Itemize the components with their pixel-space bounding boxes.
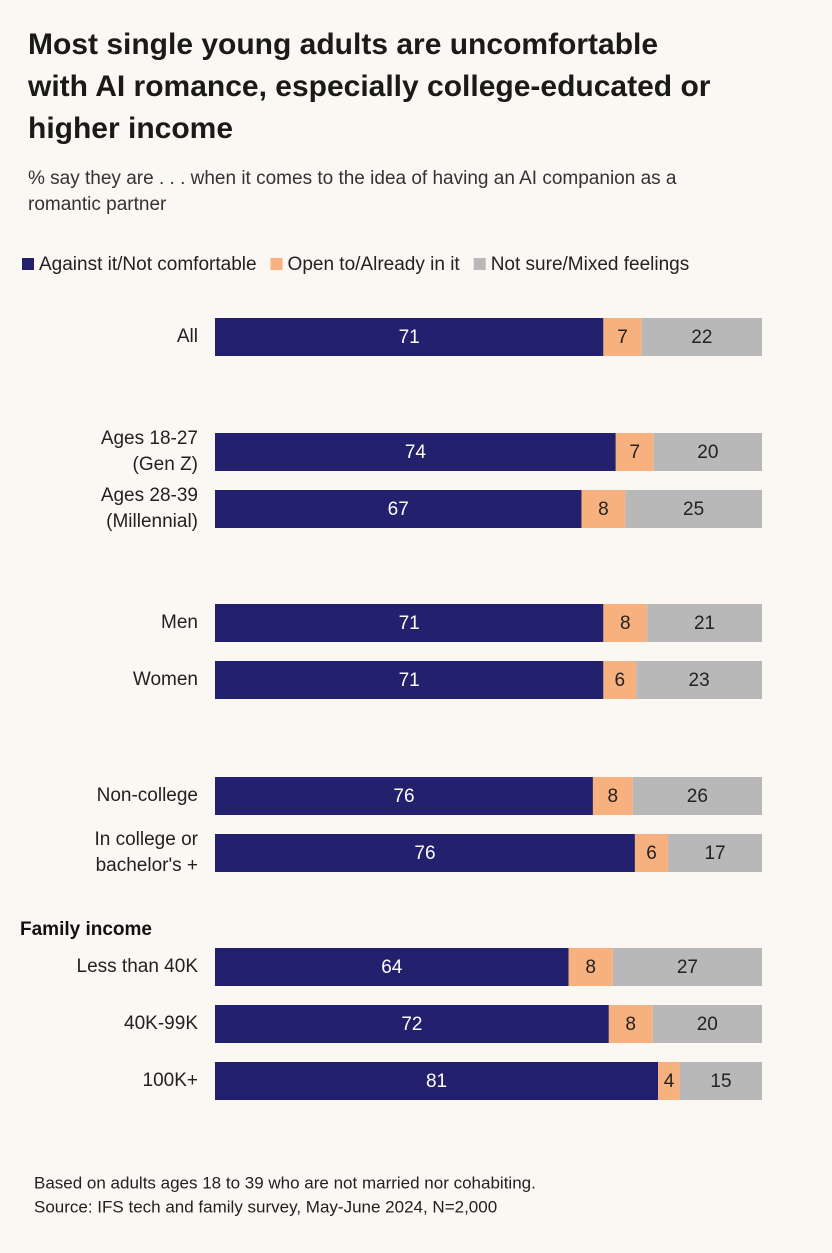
data-label: 26 (687, 786, 708, 807)
footnote: Based on adults ages 18 to 39 who are no… (34, 1173, 536, 1192)
bar-segment (568, 948, 613, 986)
bar-segment (632, 777, 762, 815)
y-tick-label: All (177, 326, 198, 347)
y-tick-label: 40K-99K (124, 1013, 198, 1034)
bar-segment (652, 1005, 762, 1043)
data-label: 8 (608, 786, 619, 807)
chart-subtitle: % say they are . . . when it comes to th… (28, 168, 677, 189)
y-tick-label: (Gen Z) (133, 454, 198, 475)
legend-swatch (270, 258, 283, 270)
legend-label: Open to/Already in it (288, 254, 461, 275)
bar-segment (592, 777, 633, 815)
chart-title: with AI romance, especially college-educ… (27, 70, 711, 103)
chart-title: Most single young adults are uncomfortab… (28, 28, 658, 61)
y-tick-label: Less than 40K (77, 956, 199, 977)
data-label: 64 (381, 957, 403, 978)
data-label: 74 (405, 442, 427, 463)
bar-segment (647, 604, 762, 642)
data-label: 76 (393, 786, 414, 807)
data-label: 71 (399, 327, 420, 348)
bar-segment (603, 661, 637, 699)
data-label: 22 (691, 327, 712, 348)
bar-segment (215, 433, 616, 471)
y-tick-label: Ages 28-39 (101, 485, 198, 506)
bar-segment (603, 318, 642, 356)
bar-segment (679, 1062, 762, 1100)
data-label: 8 (620, 613, 631, 634)
data-label: 67 (388, 499, 409, 520)
bar-segment (612, 948, 762, 986)
bar-segment (215, 1062, 659, 1100)
chart-title: higher income (28, 112, 233, 145)
footnote: Source: IFS tech and family survey, May-… (34, 1197, 497, 1216)
legend-label: Against it/Not comfortable (39, 254, 257, 275)
y-tick-label: bachelor's + (96, 855, 198, 876)
bar-segment (658, 1062, 680, 1100)
data-label: 15 (710, 1071, 731, 1092)
data-label: 7 (629, 442, 640, 463)
data-label: 71 (399, 613, 420, 634)
data-label: 6 (646, 843, 657, 864)
data-label: 8 (598, 499, 609, 520)
bar-segment (653, 433, 762, 471)
data-label: 4 (664, 1071, 675, 1092)
bar-segment (215, 834, 635, 872)
data-label: 20 (697, 442, 718, 463)
data-label: 23 (689, 670, 710, 691)
bar-segment (641, 318, 762, 356)
bar-segment (603, 604, 648, 642)
bar-segment (215, 1005, 609, 1043)
bar-segment (615, 433, 654, 471)
legend-swatch (473, 258, 486, 270)
bar-segment (215, 604, 604, 642)
bar-segment (215, 490, 582, 528)
legend-swatch (22, 258, 34, 270)
data-label: 81 (426, 1071, 447, 1092)
bar-segment (215, 661, 604, 699)
bar-segment (636, 661, 762, 699)
data-label: 17 (704, 843, 725, 864)
data-label: 8 (585, 957, 596, 978)
y-tick-label: Ages 18-27 (101, 428, 198, 449)
y-tick-label: In college or (94, 829, 198, 850)
y-tick-label: 100K+ (143, 1070, 198, 1091)
bar-segment (608, 1005, 653, 1043)
y-tick-label: (Millennial) (106, 511, 198, 532)
bar-segment (634, 834, 669, 872)
bar-segment (215, 777, 593, 815)
bar-segment (215, 948, 569, 986)
bar-segment (215, 318, 604, 356)
data-label: 21 (694, 613, 715, 634)
data-label: 72 (401, 1014, 422, 1035)
data-label: 7 (617, 327, 628, 348)
data-label: 71 (399, 670, 420, 691)
y-tick-label: Men (161, 612, 198, 633)
data-label: 27 (677, 957, 698, 978)
group-label: Family income (20, 919, 152, 940)
bar-segment (625, 490, 762, 528)
chart-subtitle: romantic partner (28, 194, 167, 215)
y-tick-label: Non-college (97, 785, 198, 806)
bar-segment (581, 490, 626, 528)
bar-segment (668, 834, 762, 872)
data-label: 76 (414, 843, 435, 864)
data-label: 25 (683, 499, 704, 520)
y-tick-label: Women (133, 669, 198, 690)
legend-label: Not sure/Mixed feelings (491, 254, 690, 275)
data-label: 6 (614, 670, 625, 691)
data-label: 8 (625, 1014, 636, 1035)
data-label: 20 (697, 1014, 718, 1035)
